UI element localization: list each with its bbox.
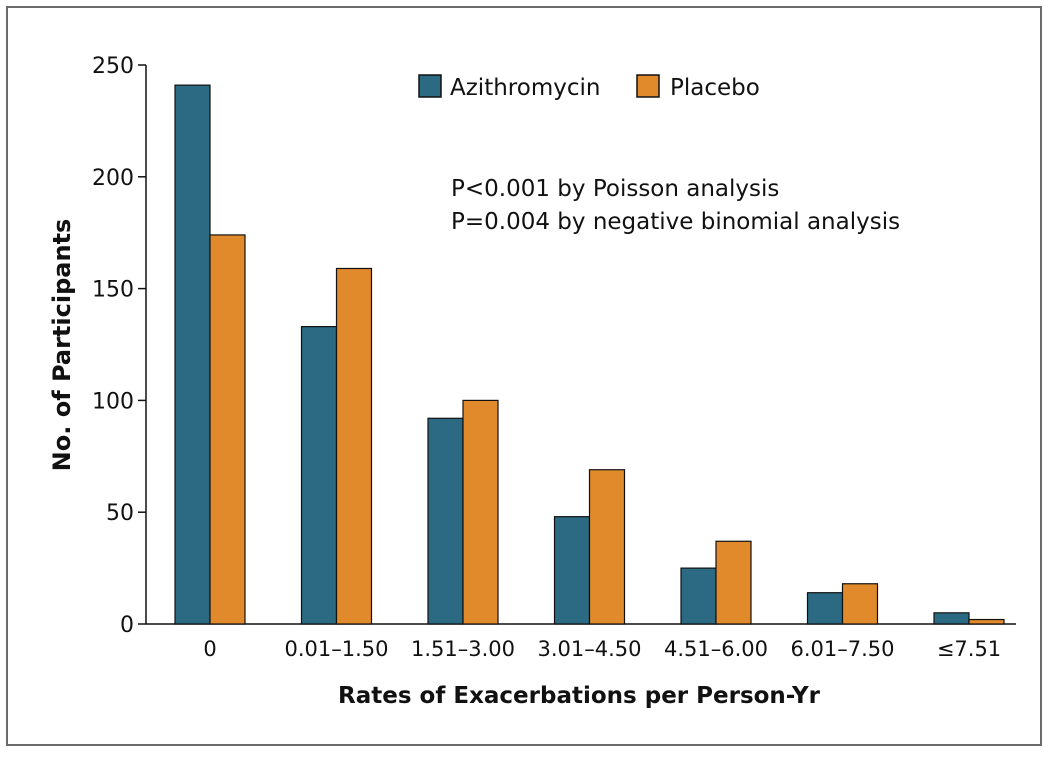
y-tick-label-100: 100 (92, 389, 134, 414)
annotation-poisson: P<0.001 by Poisson analysis (451, 176, 779, 202)
bar-azithromycin-3 (553, 516, 591, 625)
bar-azithromycin-1 (300, 326, 338, 625)
y-tick-label-50: 50 (106, 501, 134, 526)
y-tick-label-250: 250 (92, 54, 134, 79)
annotation-negative-binomial: P=0.004 by negative binomial analysis (451, 209, 900, 235)
y-axis: 0 50 100 150 200 250 (92, 54, 147, 638)
x-tick-label-5: 6.01–7.50 (790, 637, 894, 661)
x-tick-label-2: 1.51–3.00 (411, 637, 515, 661)
bar-placebo-5 (841, 583, 879, 625)
bars (174, 84, 1005, 625)
bar-azithromycin-5 (806, 592, 844, 625)
bar-placebo-0 (209, 234, 246, 625)
legend-swatch-azithromycin (418, 74, 442, 98)
bar-azithromycin-6 (933, 612, 970, 625)
bar-placebo-1 (335, 267, 373, 625)
x-tick-label-1: 0.01–1.50 (284, 637, 388, 661)
y-tick-label-0: 0 (120, 613, 134, 638)
y-tick-label-150: 150 (92, 278, 134, 303)
x-axis-title: Rates of Exacerbations per Person-Yr (338, 683, 821, 709)
bar-placebo-3 (588, 469, 626, 625)
bar-placebo-2 (462, 399, 499, 625)
bar-placebo-4 (715, 540, 752, 625)
legend: Azithromycin Placebo (418, 74, 760, 101)
legend-swatch-placebo (636, 74, 660, 98)
y-axis-title: No. of Participants (48, 219, 76, 472)
legend-label-placebo: Placebo (670, 75, 760, 101)
x-tick-label-4: 4.51–6.00 (664, 637, 768, 661)
x-axis: 0 0.01–1.50 1.51–3.00 3.01–4.50 4.51–6.00 6.0… (146, 623, 1016, 661)
bar-azithromycin-0 (174, 84, 211, 625)
y-tick-label-200: 200 (92, 166, 134, 191)
x-tick-label-6: ≤7.51 (937, 637, 1001, 661)
x-tick-label-3: 3.01–4.50 (537, 637, 641, 661)
legend-label-azithromycin: Azithromycin (450, 75, 600, 101)
x-tick-label-0: 0 (203, 637, 216, 661)
bar-placebo-6 (968, 618, 1005, 625)
bar-azithromycin-4 (680, 567, 717, 625)
bar-azithromycin-2 (427, 417, 464, 625)
